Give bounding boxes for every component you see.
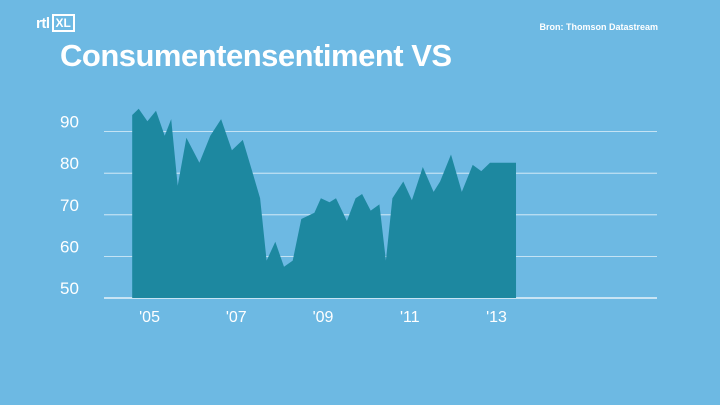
y-axis-ticks: 50 60 70 80 90 (60, 113, 79, 298)
y-tick-label: 50 (60, 279, 79, 298)
y-tick-label: 80 (60, 154, 79, 173)
channel-logo: rtl XL (36, 14, 75, 32)
x-tick-label: '05 (139, 309, 160, 326)
y-tick-label: 60 (60, 237, 79, 256)
y-tick-label: 90 (60, 113, 79, 132)
chart-title: Consumentensentiment VS (60, 38, 452, 73)
x-tick-label: '09 (313, 309, 334, 326)
y-tick-label: 70 (60, 196, 79, 215)
logo-text-xl: XL (51, 14, 75, 32)
logo-text-rtl: rtl (36, 14, 50, 32)
area-series-fill (132, 108, 517, 298)
area-series (132, 108, 517, 298)
x-tick-label: '11 (400, 309, 420, 326)
x-axis-ticks: '05 '07 '09 '11 '13 (139, 309, 507, 326)
x-tick-label: '07 (226, 309, 247, 326)
x-tick-label: '13 (486, 309, 507, 326)
source-label: Bron: Thomson Datastream (539, 22, 658, 32)
